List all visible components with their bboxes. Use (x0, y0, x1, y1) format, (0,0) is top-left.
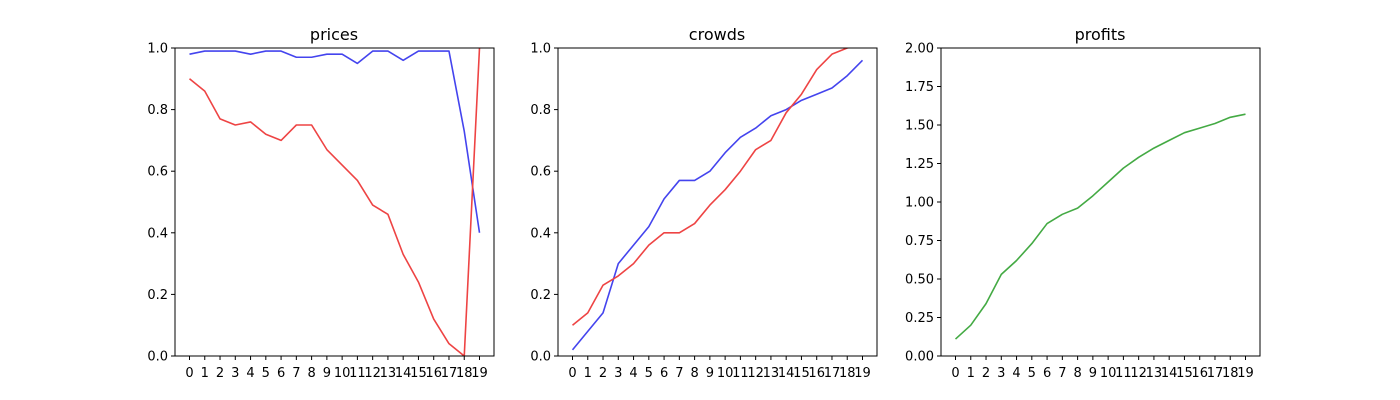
y-tick-label: 1.25 (905, 157, 934, 172)
y-tick-label: 0.0 (530, 350, 551, 365)
y-tick-label: 0.0 (147, 350, 168, 365)
x-tick-label: 9 (323, 366, 331, 381)
x-tick-label: 2 (216, 366, 224, 381)
y-tick-label: 0.8 (530, 103, 551, 118)
subplot-title: profits (1075, 25, 1126, 44)
x-tick-label: 5 (645, 366, 653, 381)
x-tick-label: 12 (364, 366, 381, 381)
subplot-crowds: crowds 0 1 2 3 4 5 6 7 8 9 101112131415161718190.0… (530, 25, 878, 381)
x-tick-label: 0 (568, 366, 576, 381)
x-tick-label: 7 (675, 366, 683, 381)
x-tick-label: 19 (471, 366, 488, 381)
x-tick-label: 14 (1161, 366, 1178, 381)
x-tick-label: 11 (349, 366, 366, 381)
x-tick-label: 4 (1012, 366, 1020, 381)
x-tick-label: 11 (1115, 366, 1132, 381)
x-tick-label: 7 (1058, 366, 1066, 381)
x-tick-label: 2 (599, 366, 607, 381)
x-tick-label: 3 (614, 366, 622, 381)
series-line-0 (189, 50, 481, 233)
x-tick-label: 1 (201, 366, 209, 381)
x-tick-label: 13 (763, 366, 780, 381)
y-tick-label: 0.4 (147, 226, 168, 241)
subplot-profits: profits 0 1 2 3 4 5 6 7 8 9 101112131415161718190.… (905, 25, 1261, 381)
x-tick-label: 6 (660, 366, 668, 381)
x-tick-label: 15 (1176, 366, 1193, 381)
y-tick-label: 0.00 (905, 350, 934, 365)
axes-frame (174, 47, 495, 357)
y-tick-label: 0.75 (905, 234, 934, 249)
x-tick-label: 16 (425, 366, 442, 381)
x-tick-label: 13 (380, 366, 397, 381)
y-tick-label: 0.8 (147, 103, 168, 118)
x-tick-label: 6 (277, 366, 285, 381)
x-tick-label: 0 (951, 366, 959, 381)
x-tick-label: 14 (778, 366, 795, 381)
y-tick-label: 2.00 (905, 42, 934, 57)
x-tick-label: 8 (1073, 366, 1081, 381)
x-tick-label: 10 (1100, 366, 1117, 381)
x-tick-label: 12 (1130, 366, 1147, 381)
x-tick-label: 12 (747, 366, 764, 381)
axes-frame (557, 47, 878, 357)
x-tick-label: 11 (732, 366, 749, 381)
series-line-0 (571, 59, 864, 351)
y-tick-label: 0.25 (905, 311, 934, 326)
series-line-1 (188, 48, 481, 356)
y-tick-label: 0.6 (530, 165, 551, 180)
series-line-1 (571, 48, 852, 326)
x-tick-label: 18 (1222, 366, 1239, 381)
subplot-prices: prices 0 1 2 3 4 5 6 7 8 9 101112131415161718190.0… (147, 25, 495, 381)
x-tick-label: 9 (1089, 366, 1097, 381)
y-tick-label: 1.0 (530, 42, 551, 57)
y-tick-label: 1.75 (905, 80, 934, 95)
y-tick-label: 1.0 (147, 42, 168, 57)
y-tick-label: 0.2 (147, 288, 168, 303)
x-tick-label: 10 (334, 366, 351, 381)
x-tick-label: 14 (395, 366, 412, 381)
x-tick-label: 18 (839, 366, 856, 381)
x-tick-label: 3 (997, 366, 1005, 381)
x-tick-label: 4 (629, 366, 637, 381)
y-tick-label: 0.50 (905, 273, 934, 288)
y-tick-label: 1.00 (905, 196, 934, 211)
x-tick-label: 5 (262, 366, 270, 381)
x-tick-label: 5 (1028, 366, 1036, 381)
x-tick-label: 15 (410, 366, 427, 381)
x-tick-label: 17 (824, 366, 841, 381)
x-tick-label: 16 (808, 366, 825, 381)
x-tick-label: 17 (1207, 366, 1224, 381)
x-tick-label: 8 (307, 366, 315, 381)
subplot-title: prices (310, 25, 358, 44)
x-tick-label: 7 (292, 366, 300, 381)
x-tick-label: 2 (982, 366, 990, 381)
x-tick-label: 9 (706, 366, 714, 381)
y-tick-label: 0.2 (530, 288, 551, 303)
x-tick-label: 10 (717, 366, 734, 381)
y-tick-label: 0.4 (530, 226, 551, 241)
y-tick-label: 1.50 (905, 119, 934, 134)
y-tick-label: 0.6 (147, 165, 168, 180)
x-tick-label: 13 (1146, 366, 1163, 381)
x-tick-label: 8 (690, 366, 698, 381)
series-line-0 (954, 113, 1246, 340)
subplot-title: crowds (689, 25, 745, 44)
x-tick-label: 19 (854, 366, 871, 381)
x-tick-label: 3 (231, 366, 239, 381)
x-tick-label: 18 (456, 366, 473, 381)
x-tick-label: 6 (1043, 366, 1051, 381)
x-tick-label: 0 (185, 366, 193, 381)
x-tick-label: 16 (1191, 366, 1208, 381)
x-tick-label: 17 (441, 366, 458, 381)
x-tick-label: 15 (793, 366, 810, 381)
x-tick-label: 1 (584, 366, 592, 381)
x-tick-label: 4 (246, 366, 254, 381)
x-tick-label: 1 (967, 366, 975, 381)
x-tick-label: 19 (1237, 366, 1254, 381)
